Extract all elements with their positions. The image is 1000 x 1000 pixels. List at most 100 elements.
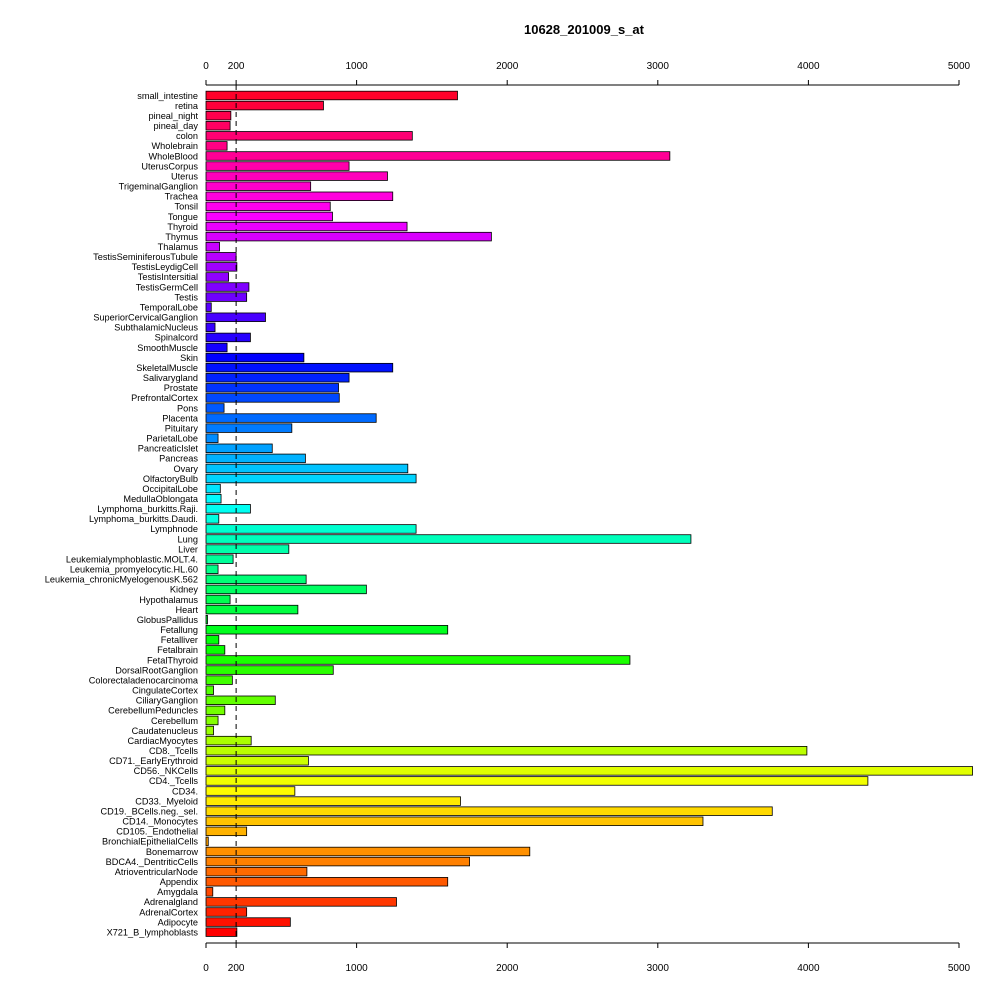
- bar-Lymphoma_burkitts.Raji.: [205, 504, 251, 514]
- bar-AtrioventricularNode: [205, 866, 308, 877]
- bar-Thyroid: [205, 221, 408, 232]
- category-label: ParietalLobe: [146, 434, 198, 444]
- category-label: Caudatenucleus: [132, 726, 199, 736]
- bar-Fetalbrain: [205, 645, 226, 655]
- category-label: OlfactoryBulb: [143, 474, 198, 484]
- category-label: pineal_night: [148, 111, 198, 121]
- bar-Bonemarrow: [205, 846, 531, 857]
- category-label: CD8._Tcells: [149, 746, 198, 756]
- category-label: Pons: [177, 403, 198, 413]
- category-label: Thalamus: [158, 242, 199, 252]
- category-label: PancreaticIslet: [138, 444, 199, 454]
- bar-FetalThyroid: [205, 655, 631, 665]
- bar-Appendix: [205, 877, 449, 887]
- category-label: SkeletalMuscle: [136, 363, 198, 373]
- bar-PancreaticIslet: [205, 443, 273, 454]
- bar-X721_B_lymphoblasts: [205, 927, 238, 937]
- bar-SmoothMuscle: [205, 342, 228, 353]
- bar-AdrenalCortex: [205, 907, 248, 917]
- category-label: UterusCorpus: [141, 161, 198, 171]
- category-label: PrefrontalCortex: [131, 393, 198, 403]
- bar-CiliaryGanglion: [205, 695, 276, 706]
- category-label: MedullaOblongata: [123, 494, 198, 504]
- bar-Trachea: [205, 191, 394, 202]
- bar-ParietalLobe: [205, 433, 219, 443]
- bar-OccipitalLobe: [205, 483, 221, 494]
- bar-Cerebellum: [205, 715, 219, 726]
- bar-WholeBlood: [205, 151, 671, 161]
- bar-BronchialEpithelialCells: [205, 836, 209, 847]
- category-label: SmoothMuscle: [137, 343, 198, 353]
- category-label: Lymphnode: [150, 524, 198, 534]
- category-label: BronchialEpithelialCells: [102, 837, 198, 847]
- bar-CerebellumPeduncles: [205, 705, 226, 716]
- category-labels: small_intestineretinapineal_nightpineal_…: [45, 91, 199, 938]
- category-label: Fetalbrain: [157, 645, 198, 655]
- bar-Skin: [205, 352, 305, 363]
- category-label: Amygdala: [157, 887, 199, 897]
- category-label: Bonemarrow: [146, 847, 198, 857]
- category-label: colon: [176, 131, 198, 141]
- category-label: Adrenalgland: [144, 897, 198, 907]
- category-label: Liver: [178, 544, 198, 554]
- category-label: Lymphoma_burkitts.Raji.: [97, 504, 198, 514]
- tick-label: 4000: [797, 61, 820, 72]
- bar-TestisGermCell: [205, 282, 250, 292]
- category-label: CD4._Tcells: [149, 776, 198, 786]
- category-label: SuperiorCervicalGanglion: [93, 313, 198, 323]
- bar-SubthalamicNucleus: [205, 322, 216, 333]
- category-label: pineal_day: [154, 121, 199, 131]
- bar-Heart: [205, 604, 299, 615]
- bar-TestisIntersitial: [205, 272, 229, 282]
- bar-Tonsil: [205, 201, 331, 212]
- bar-CD105._Endothelial: [205, 826, 248, 837]
- bar-CD4._Tcells: [205, 776, 869, 786]
- category-label: Fetalliver: [161, 635, 198, 645]
- category-label: AtrioventricularNode: [115, 867, 198, 877]
- category-label: TestisSeminiferousTubule: [93, 252, 198, 262]
- category-label: CerebellumPeduncles: [108, 706, 198, 716]
- category-label: Kidney: [170, 585, 198, 595]
- category-label: CD71._EarlyErythroid: [109, 756, 198, 766]
- category-label: Ovary: [173, 464, 198, 474]
- category-label: Pituitary: [165, 423, 199, 433]
- bar-Hypothalamus: [205, 594, 231, 605]
- category-label: AdrenalCortex: [139, 907, 198, 917]
- category-label: OccipitalLobe: [142, 484, 198, 494]
- category-label: CD34.: [172, 786, 198, 796]
- category-label: Salivarygland: [143, 373, 198, 383]
- bar-Lymphoma_burkitts.Daudi.: [205, 514, 220, 524]
- tick-label: 0: [203, 963, 209, 974]
- category-label: CD56._NKCells: [134, 766, 199, 776]
- bar-MedullaOblongata: [205, 493, 222, 504]
- top-x-axis: 0 200 1000 2000 3000 4000 5000: [203, 61, 971, 86]
- category-label: CardiacMyocytes: [128, 736, 199, 746]
- bar-colon: [205, 131, 413, 141]
- category-label: Placenta: [162, 413, 199, 423]
- bar-CardiacMyocytes: [205, 735, 252, 746]
- category-label: GlobusPallidus: [137, 615, 199, 625]
- category-label: retina: [175, 101, 199, 111]
- tick-label: 2000: [496, 61, 519, 72]
- bar-Salivarygland: [205, 373, 350, 383]
- category-label: Skin: [180, 353, 198, 363]
- bar-Thalamus: [205, 241, 220, 252]
- category-label: Tongue: [168, 212, 198, 222]
- category-label: Thymus: [165, 232, 198, 242]
- category-label: Trachea: [165, 192, 199, 202]
- category-label: Spinalcord: [155, 333, 198, 343]
- bar-SkeletalMuscle: [205, 362, 394, 373]
- category-label: Leukemia_promyelocytic.HL.60: [70, 565, 198, 575]
- chart-title: 10628_201009_s_at: [524, 22, 645, 37]
- bar-Liver: [205, 544, 290, 554]
- category-label: CiliaryGanglion: [136, 696, 198, 706]
- tick-label: 0: [203, 61, 209, 72]
- category-label: Hypothalamus: [139, 595, 198, 605]
- bar-OlfactoryBulb: [205, 473, 417, 484]
- bar-TestisSeminiferousTubule: [205, 252, 237, 262]
- category-label: CD14._Monocytes: [122, 817, 198, 827]
- tick-label: 5000: [948, 61, 971, 72]
- category-label: Leukemialymphoblastic.MOLT.4.: [66, 554, 198, 564]
- category-label: Leukemia_chronicMyelogenousK.562: [45, 575, 198, 585]
- bar-TemporalLobe: [205, 302, 212, 312]
